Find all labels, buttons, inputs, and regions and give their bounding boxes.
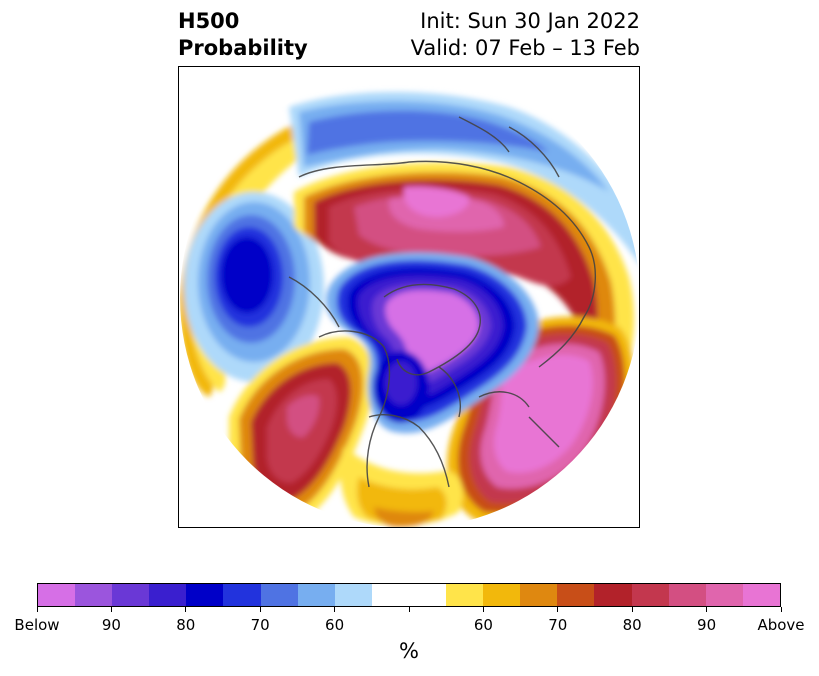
colorbar-tick [36, 607, 38, 612]
title-product: Probability [178, 36, 308, 60]
colorbar-segment [668, 584, 706, 606]
colorbar-segment [705, 584, 743, 606]
colorbar-tick [706, 607, 708, 612]
coastlines [288, 116, 597, 488]
colorbar-tick-label: Below [14, 616, 60, 634]
colorbar-tick [259, 607, 261, 612]
colorbar-segment [223, 584, 261, 606]
colorbar-tick [334, 607, 336, 612]
title-right: Init: Sun 30 Jan 2022 Valid: 07 Feb – 13… [411, 8, 640, 62]
probability-map [180, 68, 639, 527]
colorbar-tick [631, 607, 633, 612]
colorbar-segment [631, 584, 669, 606]
colorbar-segment [408, 584, 447, 606]
colorbar-tick-label: 90 [697, 616, 717, 634]
colorbar-segment [594, 584, 632, 606]
colorbar-tick-label: 80 [176, 616, 196, 634]
title-variable: H500 [178, 9, 240, 33]
colorbar-tick-label: Above [757, 616, 805, 634]
colorbar-tick-label: 90 [101, 616, 121, 634]
colorbar-tick [780, 607, 782, 612]
colorbar-segment [186, 584, 224, 606]
colorbar-segment [112, 584, 150, 606]
colorbar-segment [483, 584, 521, 606]
colorbar-tick-label: 80 [622, 616, 642, 634]
colorbar-segment [75, 584, 113, 606]
colorbar-tick-label: 60 [325, 616, 345, 634]
colorbar-tick [110, 607, 112, 612]
colorbar-segment [742, 584, 780, 606]
colorbar-segment [260, 584, 298, 606]
colorbar-segment [38, 584, 76, 606]
colorbar-segment [446, 584, 484, 606]
title-init-date: Init: Sun 30 Jan 2022 [420, 9, 640, 33]
colorbar-tick [482, 607, 484, 612]
title-left: H500 Probability [178, 8, 308, 62]
colorbar-segment [334, 584, 372, 606]
colorbar-tick [557, 607, 559, 612]
colorbar-unit-label: % [399, 639, 419, 663]
colorbar-tick-label: 60 [473, 616, 493, 634]
colorbar [37, 583, 781, 607]
colorbar-tick [185, 607, 187, 612]
colorbar-tick [408, 607, 410, 612]
colorbar-segment [520, 584, 558, 606]
colorbar-tick-label: 70 [250, 616, 270, 634]
colorbar-tick-label: 70 [548, 616, 568, 634]
colorbar-segment [149, 584, 187, 606]
colorbar-segment [557, 584, 595, 606]
title-valid-range: Valid: 07 Feb – 13 Feb [410, 36, 640, 60]
colorbar-segment [297, 584, 335, 606]
map-panel [178, 66, 640, 528]
colorbar-segment [371, 584, 409, 606]
